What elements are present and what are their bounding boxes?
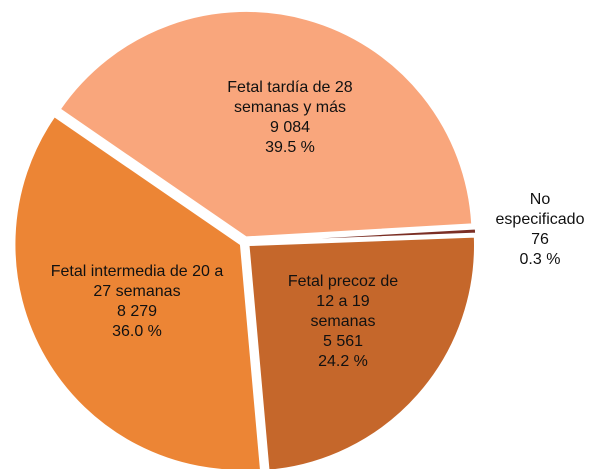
slice-label: No especificado 76 0.3 % <box>490 190 590 270</box>
slice-name: Fetal precoz de 12 a 19 semanas <box>287 273 399 330</box>
pie-slice <box>59 10 473 238</box>
slice-value: 8 279 <box>116 303 158 320</box>
slice-label: Fetal intermedia de 20 a 27 semanas 8 279… <box>47 262 227 342</box>
slice-name: No especificado <box>495 191 585 228</box>
slice-value: 76 <box>531 231 549 248</box>
slice-label: Fetal tardía de 28 semanas y más 9 084 39.… <box>205 78 375 158</box>
slice-name: Fetal tardía de 28 semanas y más <box>227 79 353 116</box>
slice-name: Fetal intermedia de 20 a 27 semanas <box>50 263 224 300</box>
slice-percent: 0.3 % <box>519 251 561 268</box>
slice-value: 9 084 <box>269 119 311 136</box>
slice-percent: 39.5 % <box>265 139 315 156</box>
slice-percent: 24.2 % <box>318 353 368 370</box>
slice-label: Fetal precoz de 12 a 19 semanas 5 561 24.2… <box>282 272 404 372</box>
pie-slice <box>247 236 476 469</box>
slice-value: 5 561 <box>322 333 364 350</box>
slice-percent: 36.0 % <box>112 323 162 340</box>
pie-slice <box>249 227 477 243</box>
pie-slice <box>13 115 262 469</box>
